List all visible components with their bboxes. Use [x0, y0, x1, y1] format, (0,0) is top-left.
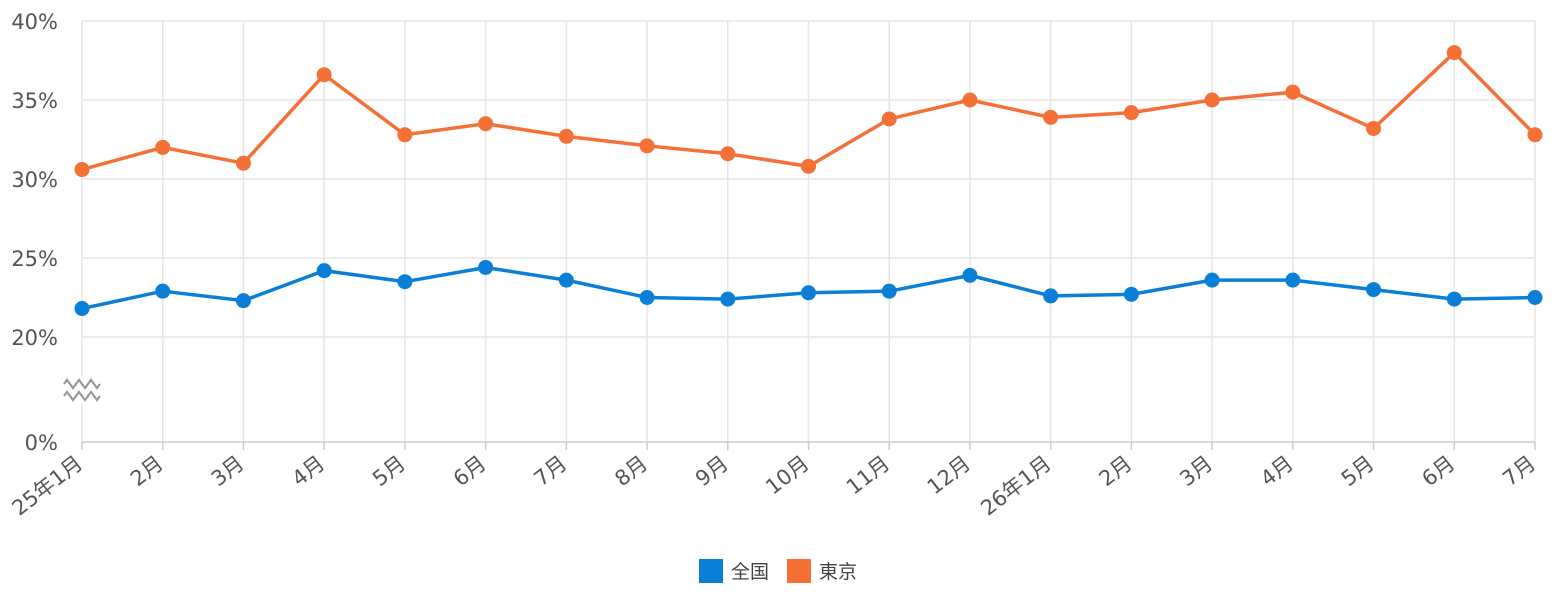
legend-item[interactable]: 全国 — [698, 557, 769, 584]
x-tick-label: 5月 — [368, 451, 410, 491]
data-point[interactable] — [155, 139, 171, 155]
data-point[interactable] — [801, 158, 816, 174]
data-point[interactable] — [1123, 105, 1139, 121]
data-point[interactable] — [397, 127, 413, 143]
data-point[interactable] — [962, 267, 978, 283]
x-tick-label: 3月 — [1175, 451, 1217, 491]
x-tick-label: 11月 — [842, 451, 894, 499]
data-point[interactable] — [74, 301, 90, 317]
data-point[interactable] — [881, 283, 897, 299]
y-axis-ticks: 40% 35% 30% 25% 20% 0% — [11, 10, 58, 455]
data-point[interactable] — [801, 285, 816, 301]
x-tick-label: 25年1月 — [8, 451, 87, 520]
data-point[interactable] — [881, 111, 897, 127]
series-0 — [74, 259, 1543, 317]
break-zigzag-top — [63, 378, 101, 390]
series-layer — [74, 45, 1543, 317]
y-tick-label: 25% — [11, 247, 58, 271]
y-tick-label: 0% — [25, 431, 58, 455]
axis-break-icon — [60, 376, 104, 404]
data-point[interactable] — [316, 67, 332, 83]
y-tick-label: 20% — [11, 326, 58, 350]
data-point[interactable] — [316, 263, 332, 279]
data-point[interactable] — [1204, 92, 1220, 108]
data-point[interactable] — [1204, 272, 1220, 288]
data-point[interactable] — [1285, 272, 1301, 288]
data-point[interactable] — [1285, 84, 1301, 100]
data-point[interactable] — [720, 291, 736, 307]
x-tick-label: 3月 — [207, 451, 249, 491]
y-tick-label: 40% — [11, 10, 58, 34]
x-tick-label: 5月 — [1337, 451, 1379, 491]
data-point[interactable] — [74, 162, 90, 178]
data-point[interactable] — [1446, 291, 1462, 307]
x-tick-label: 10月 — [761, 451, 813, 499]
legend: 全国 東京 — [0, 557, 1556, 584]
data-point[interactable] — [478, 116, 494, 132]
data-point[interactable] — [478, 259, 494, 275]
legend-label: 全国 — [730, 561, 769, 583]
data-point[interactable] — [720, 146, 736, 162]
x-tick-label: 7月 — [530, 451, 572, 491]
x-axis-ticks: 25年1月 2月 3月 4月 5月 6月 7月 8月 9月 10月 11月 12月 26年1月 2月 3月 4… — [8, 451, 1540, 520]
data-point[interactable] — [962, 92, 978, 108]
series-1 — [74, 45, 1543, 178]
data-point[interactable] — [1527, 127, 1543, 143]
data-point[interactable] — [639, 138, 655, 154]
y-tick-label: 30% — [11, 168, 58, 192]
data-point[interactable] — [1446, 45, 1462, 61]
legend-label: 東京 — [819, 561, 858, 583]
grid-lines — [81, 20, 1536, 450]
x-tick-label: 2月 — [1095, 451, 1137, 491]
x-tick-label: 12月 — [923, 451, 975, 499]
data-point[interactable] — [1366, 120, 1382, 136]
x-tick-label: 9月 — [691, 451, 733, 491]
legend-swatch — [698, 558, 723, 583]
y-tick-label: 35% — [11, 89, 58, 113]
data-point[interactable] — [397, 274, 413, 290]
x-tick-label: 6月 — [449, 451, 491, 491]
x-tick-label: 6月 — [1417, 451, 1459, 491]
data-point[interactable] — [558, 272, 574, 288]
data-point[interactable] — [558, 128, 574, 144]
data-point[interactable] — [1527, 290, 1543, 305]
legend-item[interactable]: 東京 — [787, 557, 857, 584]
data-point[interactable] — [235, 293, 251, 309]
x-tick-label: 26年1月 — [976, 451, 1055, 520]
data-point[interactable] — [1123, 286, 1139, 302]
data-point[interactable] — [1043, 288, 1059, 304]
x-tick-label: 7月 — [1498, 451, 1540, 491]
x-tick-label: 4月 — [1256, 451, 1298, 491]
x-tick-label: 4月 — [287, 451, 329, 491]
data-point[interactable] — [155, 283, 171, 299]
x-tick-label: 2月 — [126, 451, 168, 491]
data-point[interactable] — [235, 155, 251, 171]
data-point[interactable] — [1043, 109, 1059, 125]
legend-swatch — [787, 558, 811, 583]
data-point[interactable] — [639, 290, 655, 305]
data-point[interactable] — [1366, 282, 1382, 298]
break-zigzag-bottom — [63, 390, 101, 402]
x-tick-label: 8月 — [610, 451, 652, 491]
